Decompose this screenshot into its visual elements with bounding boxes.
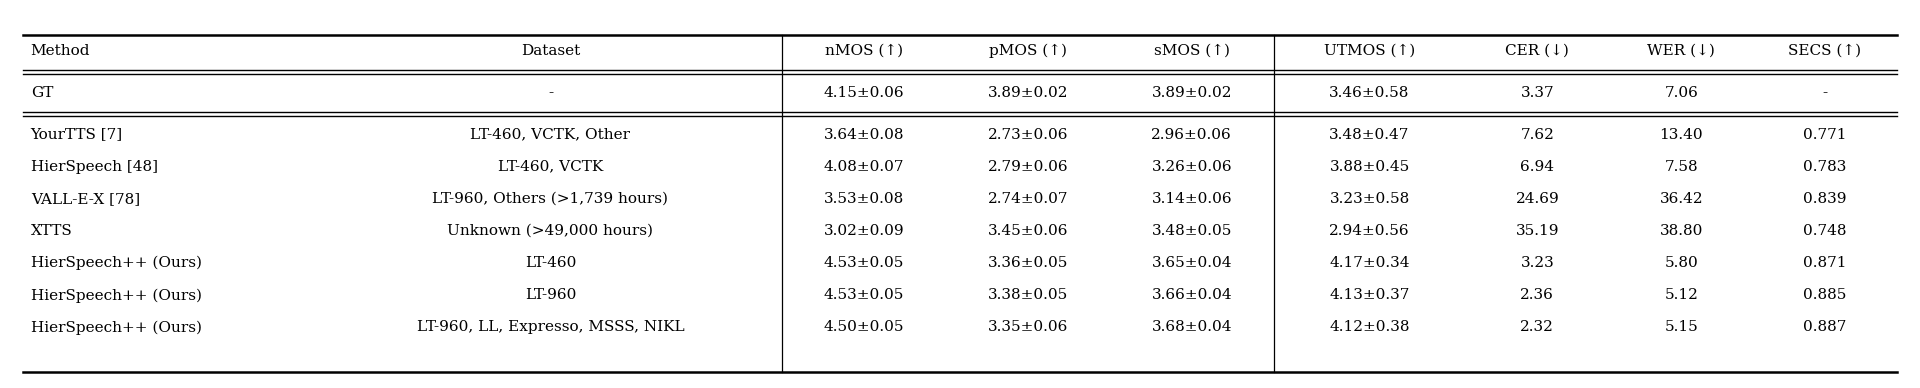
Text: 3.02±0.09: 3.02±0.09 — [824, 224, 904, 238]
Text: -: - — [547, 86, 553, 100]
Text: LT-960, Others (>1,739 hours): LT-960, Others (>1,739 hours) — [432, 192, 668, 206]
Text: 0.771: 0.771 — [1803, 128, 1847, 142]
Text: 0.748: 0.748 — [1803, 224, 1847, 238]
Text: 3.14±0.06: 3.14±0.06 — [1152, 192, 1233, 206]
Text: 2.32: 2.32 — [1521, 320, 1555, 334]
Text: 0.887: 0.887 — [1803, 320, 1847, 334]
Text: 3.38±0.05: 3.38±0.05 — [987, 288, 1068, 302]
Text: 3.68±0.04: 3.68±0.04 — [1152, 320, 1233, 334]
Text: HierSpeech++ (Ours): HierSpeech++ (Ours) — [31, 288, 202, 303]
Text: 5.12: 5.12 — [1665, 288, 1697, 302]
Text: 3.35±0.06: 3.35±0.06 — [987, 320, 1068, 334]
Text: 4.15±0.06: 4.15±0.06 — [824, 86, 904, 100]
Text: nMOS (↑): nMOS (↑) — [826, 44, 902, 58]
Text: 0.839: 0.839 — [1803, 192, 1847, 206]
Text: VALL-E-X [78]: VALL-E-X [78] — [31, 192, 140, 206]
Text: 0.885: 0.885 — [1803, 288, 1847, 302]
Text: UTMOS (↑): UTMOS (↑) — [1325, 44, 1415, 58]
Text: 3.23±0.58: 3.23±0.58 — [1329, 192, 1409, 206]
Text: 4.50±0.05: 4.50±0.05 — [824, 320, 904, 334]
Text: 3.37: 3.37 — [1521, 86, 1553, 100]
Text: GT: GT — [31, 86, 54, 100]
Text: 24.69: 24.69 — [1515, 192, 1559, 206]
Text: 13.40: 13.40 — [1659, 128, 1703, 142]
Text: 2.79±0.06: 2.79±0.06 — [987, 160, 1068, 174]
Text: 4.08±0.07: 4.08±0.07 — [824, 160, 904, 174]
Text: LT-960, LL, Expresso, MSSS, NIKL: LT-960, LL, Expresso, MSSS, NIKL — [417, 320, 684, 334]
Text: HierSpeech++ (Ours): HierSpeech++ (Ours) — [31, 320, 202, 335]
Text: 3.89±0.02: 3.89±0.02 — [1152, 86, 1233, 100]
Text: SECS (↑): SECS (↑) — [1788, 44, 1862, 58]
Text: 36.42: 36.42 — [1659, 192, 1703, 206]
Text: LT-460: LT-460 — [524, 256, 576, 270]
Text: 3.65±0.04: 3.65±0.04 — [1152, 256, 1233, 270]
Text: LT-460, VCTK: LT-460, VCTK — [497, 160, 603, 174]
Text: YourTTS [7]: YourTTS [7] — [31, 128, 123, 142]
Text: 35.19: 35.19 — [1515, 224, 1559, 238]
Text: 3.48±0.05: 3.48±0.05 — [1152, 224, 1233, 238]
Text: XTTS: XTTS — [31, 224, 73, 238]
Text: Dataset: Dataset — [520, 44, 580, 58]
Text: 7.62: 7.62 — [1521, 128, 1555, 142]
Text: 6.94: 6.94 — [1521, 160, 1555, 174]
Text: 4.12±0.38: 4.12±0.38 — [1329, 320, 1409, 334]
Text: 3.45±0.06: 3.45±0.06 — [987, 224, 1068, 238]
Text: LT-460, VCTK, Other: LT-460, VCTK, Other — [470, 128, 630, 142]
Text: LT-960: LT-960 — [524, 288, 576, 302]
Text: WER (↓): WER (↓) — [1647, 44, 1715, 58]
Text: sMOS (↑): sMOS (↑) — [1154, 44, 1229, 58]
Text: 7.58: 7.58 — [1665, 160, 1697, 174]
Text: 2.36: 2.36 — [1521, 288, 1555, 302]
Text: 5.15: 5.15 — [1665, 320, 1697, 334]
Text: HierSpeech [48]: HierSpeech [48] — [31, 160, 157, 174]
Text: 3.48±0.47: 3.48±0.47 — [1329, 128, 1409, 142]
Text: 4.53±0.05: 4.53±0.05 — [824, 256, 904, 270]
Text: 3.89±0.02: 3.89±0.02 — [987, 86, 1068, 100]
Text: 3.88±0.45: 3.88±0.45 — [1329, 160, 1409, 174]
Text: Method: Method — [31, 44, 90, 58]
Text: 38.80: 38.80 — [1659, 224, 1703, 238]
Text: 3.26±0.06: 3.26±0.06 — [1152, 160, 1233, 174]
Text: 3.66±0.04: 3.66±0.04 — [1152, 288, 1233, 302]
Text: 2.73±0.06: 2.73±0.06 — [987, 128, 1068, 142]
Text: 2.94±0.56: 2.94±0.56 — [1329, 224, 1409, 238]
Text: 2.74±0.07: 2.74±0.07 — [987, 192, 1068, 206]
Text: pMOS (↑): pMOS (↑) — [989, 44, 1068, 58]
Text: 5.80: 5.80 — [1665, 256, 1697, 270]
Text: 0.871: 0.871 — [1803, 256, 1847, 270]
Text: 3.53±0.08: 3.53±0.08 — [824, 192, 904, 206]
Text: 4.13±0.37: 4.13±0.37 — [1329, 288, 1409, 302]
Text: 3.64±0.08: 3.64±0.08 — [824, 128, 904, 142]
Text: CER (↓): CER (↓) — [1505, 44, 1569, 58]
Text: 3.36±0.05: 3.36±0.05 — [987, 256, 1068, 270]
Text: 0.783: 0.783 — [1803, 160, 1847, 174]
Text: 2.96±0.06: 2.96±0.06 — [1152, 128, 1233, 142]
Text: -: - — [1822, 86, 1828, 100]
Text: 4.53±0.05: 4.53±0.05 — [824, 288, 904, 302]
Text: 4.17±0.34: 4.17±0.34 — [1329, 256, 1409, 270]
Text: 3.46±0.58: 3.46±0.58 — [1329, 86, 1409, 100]
Text: Unknown (>49,000 hours): Unknown (>49,000 hours) — [447, 224, 653, 238]
Text: 7.06: 7.06 — [1665, 86, 1697, 100]
Text: 3.23: 3.23 — [1521, 256, 1553, 270]
Text: HierSpeech++ (Ours): HierSpeech++ (Ours) — [31, 256, 202, 270]
